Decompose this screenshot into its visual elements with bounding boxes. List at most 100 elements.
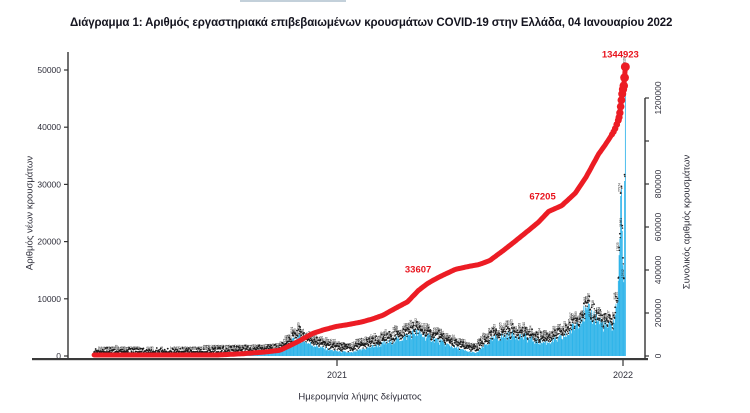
svg-text:518: 518 [270, 343, 274, 349]
svg-text:2668: 2668 [292, 329, 296, 336]
svg-text:3466: 3466 [394, 325, 398, 332]
svg-text:1447: 1447 [317, 336, 321, 343]
svg-text:1833: 1833 [287, 334, 291, 341]
svg-text:462: 462 [253, 344, 257, 350]
svg-text:1398: 1398 [325, 337, 329, 344]
svg-text:56: 56 [193, 346, 197, 350]
svg-text:42: 42 [130, 346, 134, 350]
svg-text:1228: 1228 [458, 338, 462, 345]
svg-text:3862: 3862 [425, 323, 429, 330]
svg-text:2358: 2358 [383, 331, 387, 338]
svg-text:823: 823 [351, 342, 355, 348]
svg-text:932: 932 [456, 341, 460, 347]
svg-text:1867: 1867 [370, 334, 374, 341]
svg-text:1483: 1483 [364, 336, 368, 343]
svg-text:94: 94 [113, 346, 117, 350]
svg-text:282: 282 [242, 344, 246, 350]
svg-text:42: 42 [195, 346, 199, 350]
svg-text:10000: 10000 [37, 294, 61, 304]
svg-text:354: 354 [249, 344, 253, 350]
svg-text:87: 87 [118, 346, 122, 350]
svg-text:3039: 3039 [298, 327, 302, 334]
svg-text:2881: 2881 [301, 328, 305, 335]
svg-text:55: 55 [105, 346, 109, 350]
svg-text:475: 475 [257, 344, 261, 350]
svg-text:50000: 50000 [37, 65, 61, 75]
svg-text:1415: 1415 [365, 337, 369, 344]
svg-text:2022: 2022 [613, 370, 633, 380]
svg-text:1077: 1077 [282, 339, 286, 346]
svg-text:382: 382 [254, 344, 258, 350]
svg-text:1767: 1767 [309, 335, 313, 342]
svg-text:590: 590 [271, 343, 275, 349]
svg-text:1803: 1803 [289, 334, 293, 341]
svg-text:2644: 2644 [398, 330, 402, 337]
svg-text:3475: 3475 [412, 325, 416, 332]
svg-text:20000: 20000 [37, 237, 61, 247]
svg-text:660: 660 [274, 343, 278, 349]
svg-text:96: 96 [119, 346, 123, 350]
svg-text:21881: 21881 [619, 218, 623, 227]
svg-text:250: 250 [221, 344, 225, 350]
svg-text:415: 415 [262, 344, 266, 350]
svg-text:361: 361 [246, 344, 250, 350]
svg-text:961: 961 [323, 341, 327, 347]
svg-text:2060: 2060 [444, 333, 448, 340]
svg-text:255: 255 [235, 344, 239, 350]
svg-text:1315: 1315 [450, 337, 454, 344]
svg-text:948: 948 [337, 341, 341, 347]
svg-text:2904: 2904 [437, 328, 441, 335]
svg-text:51: 51 [104, 346, 108, 350]
svg-text:3969: 3969 [296, 322, 300, 329]
svg-text:1101: 1101 [362, 339, 366, 346]
svg-text:1487: 1487 [453, 336, 457, 343]
daily-value-labels-band: 2737474451556972766894103858796858657715… [93, 56, 627, 354]
svg-text:64: 64 [199, 346, 203, 350]
svg-text:4531: 4531 [610, 319, 614, 326]
svg-text:3110: 3110 [423, 327, 427, 334]
svg-text:4116: 4116 [415, 321, 419, 328]
svg-text:1451: 1451 [367, 336, 371, 343]
chart-title: Διάγραμμα 1: Αριθμός εργαστηριακά επιβεβ… [70, 17, 673, 29]
svg-text:4237: 4237 [417, 320, 421, 327]
svg-text:197: 197 [218, 344, 222, 350]
svg-text:72: 72 [108, 346, 112, 350]
svg-text:852: 852 [340, 342, 344, 348]
svg-text:451: 451 [263, 344, 267, 350]
svg-text:40000: 40000 [37, 122, 61, 132]
svg-text:29: 29 [180, 346, 184, 350]
svg-text:27: 27 [169, 346, 173, 350]
svg-text:360: 360 [234, 344, 238, 350]
svg-text:2084: 2084 [445, 333, 449, 340]
svg-text:12912: 12912 [621, 269, 625, 278]
svg-text:1505: 1505 [375, 336, 379, 343]
svg-text:47: 47 [101, 346, 105, 350]
svg-text:3364: 3364 [395, 325, 399, 332]
svg-text:85: 85 [121, 346, 125, 350]
svg-text:1646: 1646 [378, 335, 382, 342]
svg-text:68: 68 [111, 346, 115, 350]
svg-text:1186: 1186 [321, 338, 325, 345]
svg-text:38: 38 [191, 346, 195, 350]
svg-text:30000: 30000 [37, 179, 61, 189]
svg-text:1969: 1969 [389, 333, 393, 340]
svg-text:577: 577 [350, 343, 354, 349]
svg-text:670: 670 [347, 343, 351, 349]
svg-text:1191: 1191 [459, 338, 463, 345]
svg-text:103: 103 [202, 344, 206, 350]
svg-text:301: 301 [226, 344, 230, 350]
svg-text:45: 45 [129, 346, 133, 350]
cumulative-line-series [91, 62, 630, 358]
svg-text:4682: 4682 [414, 318, 418, 325]
svg-text:3764: 3764 [403, 323, 407, 330]
svg-text:571: 571 [273, 343, 277, 349]
svg-text:3912: 3912 [411, 322, 415, 329]
svg-text:86: 86 [122, 346, 126, 350]
svg-text:290: 290 [227, 344, 231, 350]
svg-text:1155: 1155 [358, 338, 362, 345]
svg-text:3839: 3839 [405, 323, 409, 330]
svg-text:3129: 3129 [436, 327, 440, 334]
svg-text:2873: 2873 [293, 328, 297, 335]
svg-text:490: 490 [267, 344, 271, 350]
svg-text:610: 610 [339, 343, 343, 349]
